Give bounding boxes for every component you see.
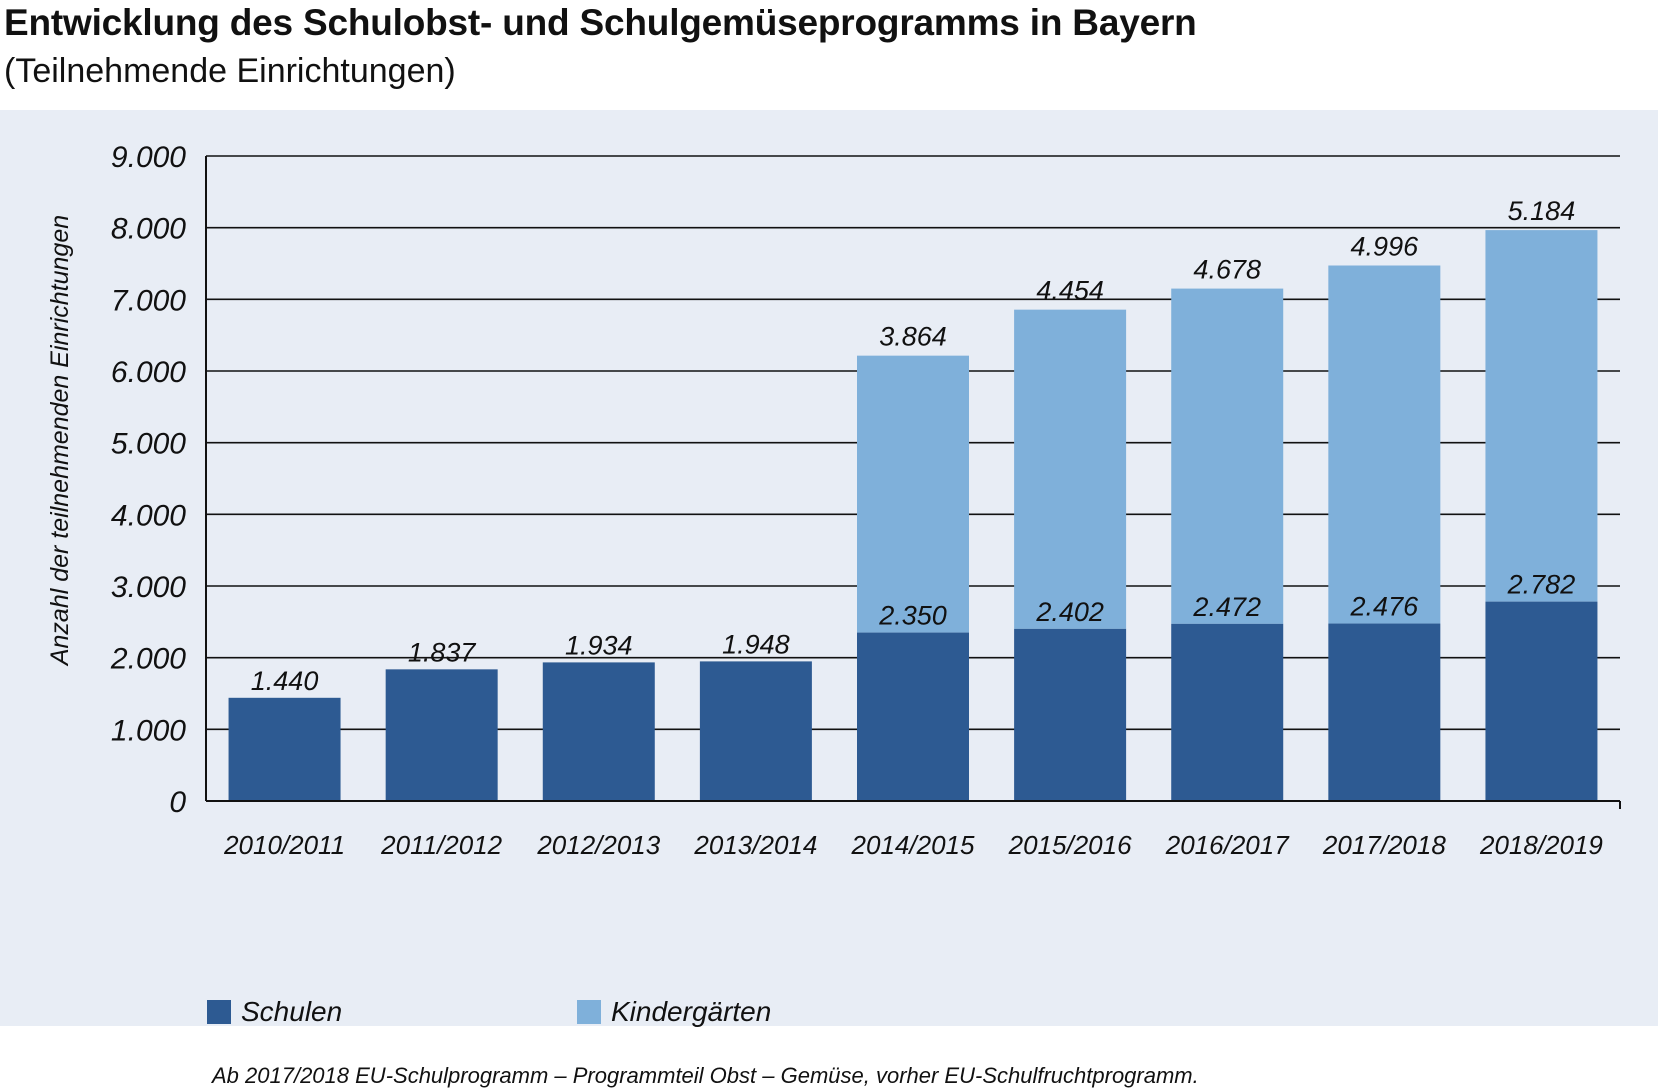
chart-panel: 0 1.000 2.000 3.000 4.000 5.000 6.000 7.000 8.00… xyxy=(0,110,1658,1088)
bar-kindergaerten xyxy=(1328,265,1441,624)
bar-schulen xyxy=(1328,623,1441,801)
y-axis-title: Anzahl der teilnehmenden Einrichtungen xyxy=(46,215,74,667)
x-tick-label: 2010/2011 xyxy=(223,830,345,860)
y-tick-label: 4.000 xyxy=(111,499,186,532)
data-label-schulen: 1.440 xyxy=(251,666,319,696)
x-tick-label: 2011/2012 xyxy=(380,830,503,860)
y-tick-label: 7.000 xyxy=(111,284,186,317)
bar-schulen xyxy=(1014,628,1127,801)
bar-kindergaerten xyxy=(1014,309,1127,629)
data-label-schulen: 2.782 xyxy=(1507,570,1576,600)
legend-label-schulen: Schulen xyxy=(241,996,343,1027)
x-tick-label: 2013/2014 xyxy=(693,830,817,860)
data-label-schulen: 1.837 xyxy=(408,637,477,667)
data-label-kindergaerten: 4.996 xyxy=(1351,232,1420,262)
legend-swatch-kindergaerten xyxy=(577,1000,601,1024)
bar-schulen xyxy=(385,669,498,801)
bar-kindergaerten xyxy=(1171,288,1284,624)
y-tick-label: 3.000 xyxy=(111,571,186,604)
y-tick-label: 2.000 xyxy=(110,643,186,676)
y-tick-label: 5.000 xyxy=(111,428,186,461)
bar-kindergaerten xyxy=(857,355,969,633)
y-tick-label: 9.000 xyxy=(111,141,186,174)
bar-schulen xyxy=(228,697,341,801)
data-label-schulen: 2.472 xyxy=(1192,592,1261,622)
bar-schulen xyxy=(699,661,812,801)
stacked-bar-chart: 0 1.000 2.000 3.000 4.000 5.000 6.000 7.000 8.00… xyxy=(46,141,1621,860)
legend-swatch-schulen xyxy=(207,1000,231,1024)
x-tick-label: 2017/2018 xyxy=(1322,830,1446,860)
x-tick-label: 2014/2015 xyxy=(851,830,975,860)
legend-item-kindergaerten: Kindergärten xyxy=(577,996,771,1028)
y-tick-label: 8.000 xyxy=(111,213,186,246)
legend-item-schulen: Schulen xyxy=(207,996,342,1028)
legend-label-kindergaerten: Kindergärten xyxy=(611,996,772,1027)
x-tick-label: 2015/2016 xyxy=(1008,830,1132,860)
data-label-kindergaerten: 3.864 xyxy=(879,322,947,352)
x-tick-label: 2012/2013 xyxy=(536,830,660,860)
data-label-schulen: 2.350 xyxy=(878,601,947,631)
data-label-schulen: 2.402 xyxy=(1035,597,1104,627)
x-tick-label: 2016/2017 xyxy=(1165,830,1290,860)
data-label-schulen: 1.948 xyxy=(722,629,790,659)
bar-schulen xyxy=(542,662,655,801)
data-label-kindergaerten: 4.678 xyxy=(1193,255,1261,285)
chart-subtitle: (Teilnehmende Einrichtungen) xyxy=(4,52,456,90)
data-label-kindergaerten: 5.184 xyxy=(1508,196,1576,226)
y-tick-label: 6.000 xyxy=(111,356,186,389)
data-label-kindergaerten: 4.454 xyxy=(1036,276,1104,306)
y-tick-label: 0 xyxy=(169,786,186,819)
x-tick-label: 2018/2019 xyxy=(1479,830,1603,860)
bar-kindergaerten xyxy=(1485,230,1598,602)
data-label-schulen: 2.476 xyxy=(1350,592,1420,622)
bar-schulen xyxy=(857,632,969,801)
chart-title: Entwicklung des Schulobst- und Schulgemü… xyxy=(4,2,1197,43)
bar-schulen xyxy=(1171,623,1284,801)
y-tick-label: 1.000 xyxy=(111,714,186,747)
data-label-schulen: 1.934 xyxy=(565,630,633,660)
footnote: Ab 2017/2018 EU-Schulprogramm – Programm… xyxy=(212,1063,1199,1088)
bar-schulen xyxy=(1485,601,1598,801)
